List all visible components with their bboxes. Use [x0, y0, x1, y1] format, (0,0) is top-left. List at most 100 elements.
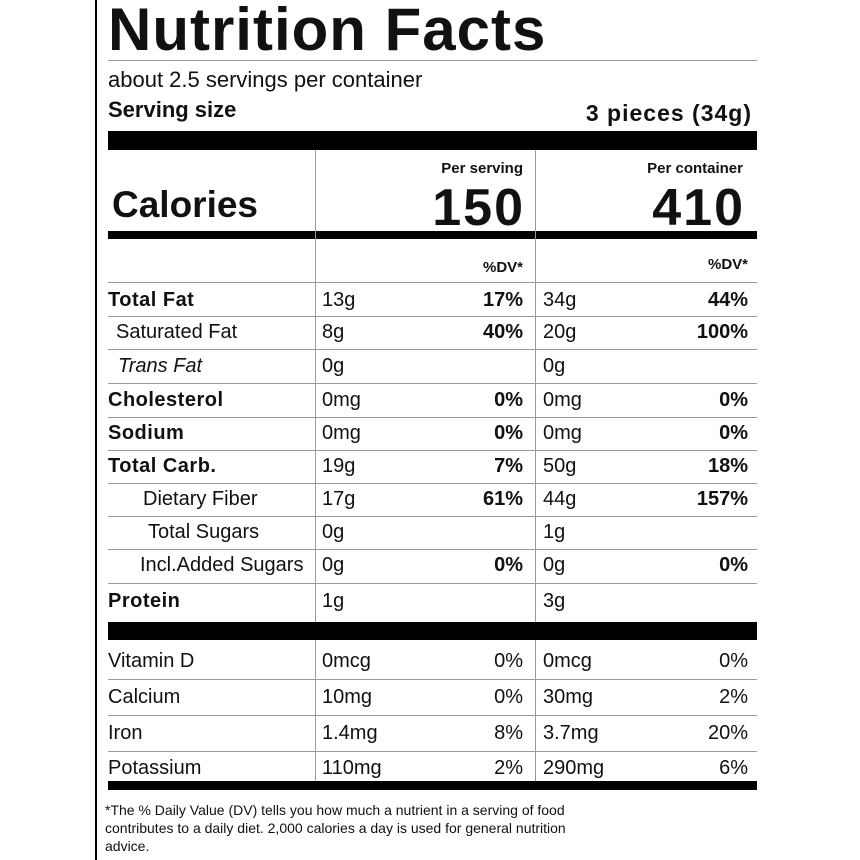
nutrient-name: Saturated Fat	[116, 321, 238, 343]
amount-per-container: 0mg	[543, 422, 582, 444]
amount-per-container: 0g	[543, 355, 566, 377]
nutrient-name: Protein	[108, 590, 181, 612]
dv-per-container: 0%	[719, 389, 748, 411]
nutrient-name: Cholesterol	[108, 389, 224, 411]
rule	[108, 715, 757, 716]
amount-per-serving: 1.4mg	[322, 722, 378, 744]
amount-per-container: 0g	[543, 554, 566, 576]
nutrient-name: Total Sugars	[148, 521, 260, 543]
amount-per-serving: 0g	[322, 554, 345, 576]
dv-per-serving: 0%	[494, 554, 523, 576]
rule	[108, 60, 757, 61]
rule	[108, 450, 757, 451]
amount-per-container: 3g	[543, 590, 566, 612]
amount-per-serving: 0mcg	[322, 650, 371, 672]
footnote: *The % Daily Value (DV) tells you how mu…	[105, 802, 566, 854]
amount-per-container: 44g	[543, 488, 577, 510]
dv-per-container: 44%	[707, 289, 748, 311]
dv-per-container: 18%	[707, 455, 748, 477]
dv-per-serving: 0%	[494, 422, 523, 444]
dv-per-serving: 7%	[494, 455, 523, 477]
thick-bar	[108, 231, 757, 239]
thick-bar	[108, 131, 757, 150]
dv-header: %DV*	[482, 258, 523, 276]
rule	[108, 751, 757, 752]
calories-per-serving: 150	[432, 179, 525, 237]
dv-per-container: 0%	[719, 650, 748, 672]
nutrient-name: Incl.Added Sugars	[140, 554, 304, 576]
dv-per-serving: 0%	[494, 389, 523, 411]
column-divider	[535, 640, 536, 781]
dv-per-serving: 40%	[482, 321, 523, 343]
amount-per-serving: 8g	[322, 321, 345, 343]
vitamin-name: Calcium	[108, 686, 181, 708]
amount-per-container: 1g	[543, 521, 566, 543]
dv-per-container: 20%	[707, 722, 748, 744]
nutrient-name: Sodium	[108, 422, 185, 444]
dv-per-serving: 0%	[494, 686, 523, 708]
rule	[108, 349, 757, 350]
rule	[108, 316, 757, 317]
dv-per-container: 0%	[719, 554, 748, 576]
column-divider	[315, 640, 316, 781]
column-divider	[535, 150, 536, 622]
rule	[108, 383, 757, 384]
per-container-label: Per container	[647, 159, 743, 177]
amount-per-serving: 13g	[322, 289, 356, 311]
vitamin-name: Vitamin D	[108, 650, 195, 672]
amount-per-serving: 1g	[322, 590, 345, 612]
rule	[108, 679, 757, 680]
amount-per-container: 3.7mg	[543, 722, 599, 744]
thick-bar	[108, 781, 757, 790]
rule	[108, 549, 757, 550]
dv-per-container: 157%	[696, 488, 748, 510]
dv-per-container: 6%	[719, 757, 748, 779]
amount-per-serving: 110mg	[322, 757, 382, 779]
amount-per-container: 34g	[543, 289, 577, 311]
amount-per-container: 0mcg	[543, 650, 592, 672]
amount-per-container: 30mg	[543, 686, 594, 708]
servings-per-container: about 2.5 servings per container	[108, 67, 423, 92]
amount-per-serving: 0g	[322, 521, 345, 543]
dv-per-container: 0%	[719, 422, 748, 444]
serving-size-label: Serving size	[108, 97, 237, 122]
amount-per-serving: 0mg	[322, 422, 361, 444]
dv-per-container: 100%	[696, 321, 748, 343]
nutrient-name: Trans Fat	[118, 355, 203, 377]
amount-per-container: 290mg	[543, 757, 605, 779]
rule	[108, 417, 757, 418]
calories-per-container: 410	[652, 179, 745, 237]
dv-header: %DV*	[707, 255, 748, 273]
amount-per-serving: 0mg	[322, 389, 361, 411]
amount-per-serving: 17g	[322, 488, 356, 510]
rule	[108, 483, 757, 484]
amount-per-container: 50g	[543, 455, 577, 477]
amount-per-serving: 0g	[322, 355, 345, 377]
thick-bar	[108, 622, 757, 640]
dv-per-serving: 17%	[482, 289, 523, 311]
rule	[108, 583, 757, 584]
left-border	[95, 0, 97, 860]
rule	[108, 516, 757, 517]
amount-per-serving: 19g	[322, 455, 356, 477]
nutrient-name: Dietary Fiber	[143, 488, 258, 510]
serving-size: 3 pieces (34g)	[585, 99, 752, 126]
amount-per-container: 0mg	[543, 389, 582, 411]
vitamin-name: Iron	[108, 722, 143, 744]
vitamin-name: Potassium	[108, 757, 202, 779]
rule	[108, 282, 757, 283]
dv-per-serving: 61%	[482, 488, 523, 510]
dv-per-serving: 0%	[494, 650, 523, 672]
per-serving-label: Per serving	[441, 159, 523, 177]
column-divider	[315, 150, 316, 622]
dv-per-serving: 8%	[494, 722, 523, 744]
title: Nutrition Facts	[108, 0, 547, 63]
nutrient-name: Total Carb.	[108, 455, 217, 477]
dv-per-serving: 2%	[494, 757, 523, 779]
nutrient-name: Total Fat	[108, 289, 195, 311]
amount-per-container: 20g	[543, 321, 577, 343]
calories-label: Calories	[112, 183, 259, 225]
amount-per-serving: 10mg	[322, 686, 373, 708]
dv-per-container: 2%	[719, 686, 748, 708]
